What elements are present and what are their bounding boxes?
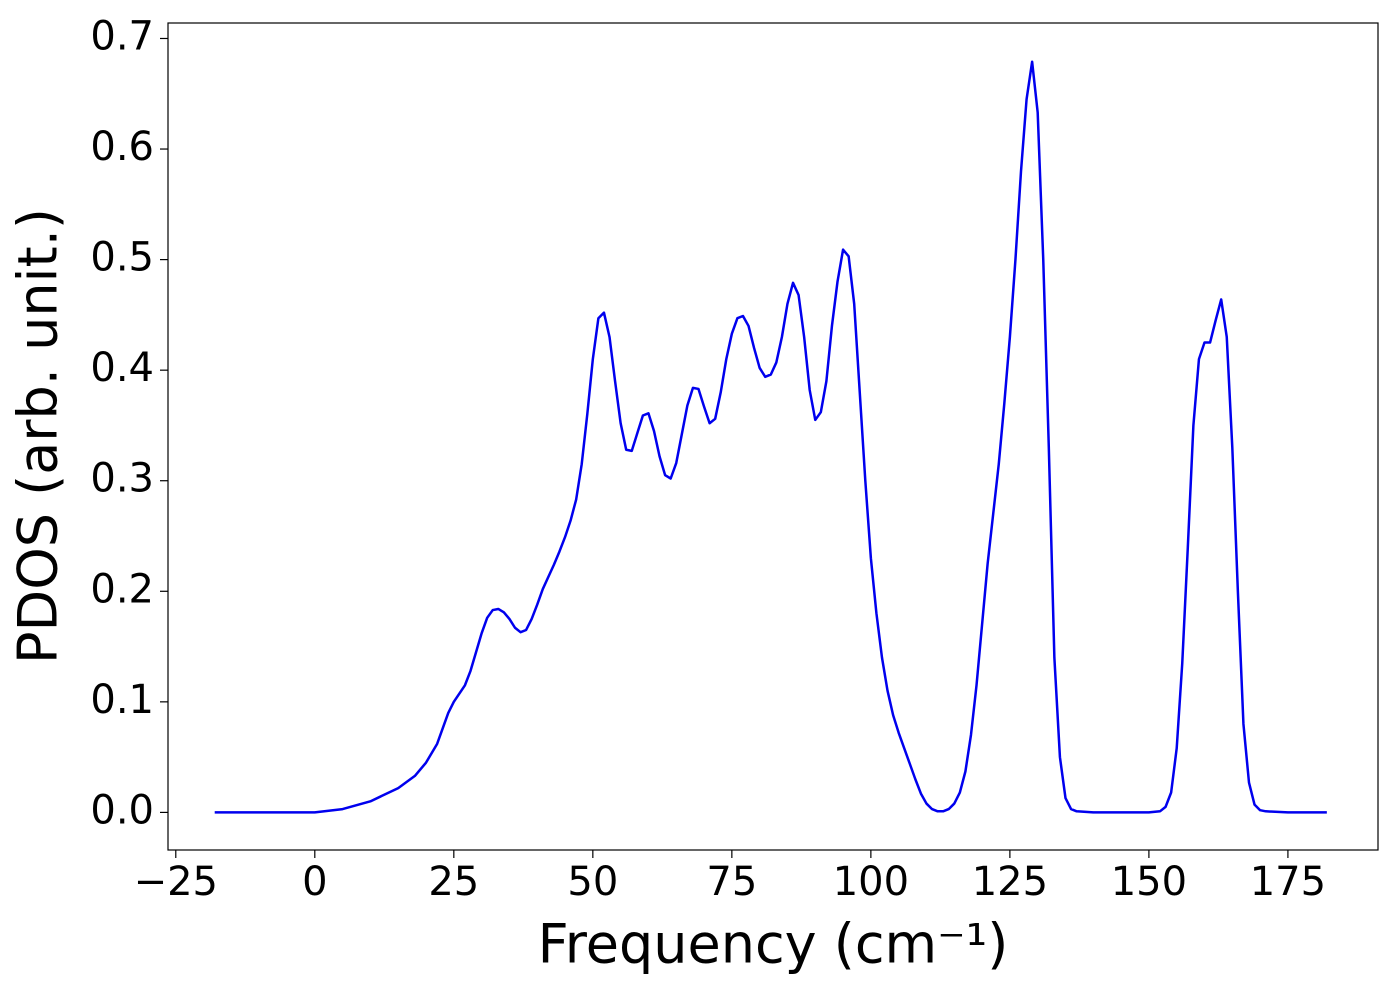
plot-frame: [167, 22, 1379, 851]
x-tick-label: −25: [134, 859, 218, 905]
y-tick-label: 0.6: [90, 124, 154, 170]
y-tick-label: 0.3: [90, 456, 154, 502]
data-line: [214, 60, 1327, 814]
y-tick-label: 0.2: [90, 566, 154, 612]
y-tick-label: 0.7: [90, 13, 154, 59]
x-tick-label: 125: [972, 859, 1048, 905]
y-tick-label: 0.1: [90, 677, 154, 723]
x-tick-label: 50: [567, 859, 618, 905]
x-tick-label: 75: [706, 859, 757, 905]
y-tick-label: 0.0: [90, 787, 154, 833]
x-tick-label: 100: [833, 859, 909, 905]
x-tick-label: 175: [1250, 859, 1326, 905]
x-axis-label: Frequency (cm⁻¹): [538, 913, 1009, 976]
y-tick-label: 0.4: [90, 345, 154, 391]
x-tick-label: 150: [1111, 859, 1187, 905]
x-tick-label: 25: [428, 859, 479, 905]
y-axis-label: PDOS (arb. unit.): [7, 208, 70, 664]
x-tick-label: 0: [302, 859, 327, 905]
y-tick-label: 0.5: [90, 235, 154, 281]
